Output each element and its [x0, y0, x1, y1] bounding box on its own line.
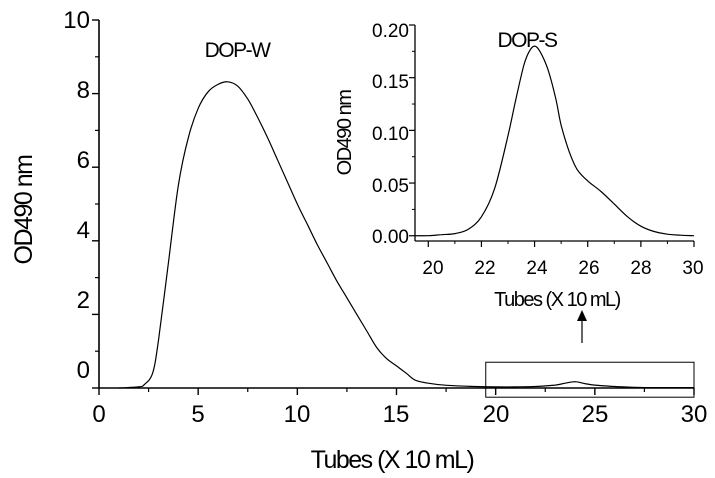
main-y-axis-label: OD490 nm [10, 155, 38, 265]
inset-y-tick-label: 0.15 [372, 72, 409, 93]
inset-x-tick-label: 20 [422, 258, 443, 279]
main-x-tick-label: 0 [92, 401, 105, 428]
inset-plot: DOP-S 20 22 24 26 28 30 0.00 0.05 0.10 0… [334, 21, 704, 311]
inset-y-tick-label: 0.20 [372, 21, 409, 42]
inset-ticks [409, 24, 695, 247]
inset-y-tick-label: 0.05 [372, 176, 409, 197]
main-x-tick-label: 10 [284, 401, 311, 428]
main-series-line [118, 81, 694, 389]
inset-y-tick-label: 0.10 [372, 124, 409, 145]
main-y-tick-label: 4 [77, 217, 90, 244]
main-y-tick-label: 8 [77, 77, 90, 104]
main-y-tick-label: 10 [63, 7, 90, 34]
inset-x-axis-label: Tubes (X 10 mL) [494, 289, 621, 311]
main-x-axis-label: Tubes (X 10 mL) [311, 446, 474, 474]
main-y-tick-label: 2 [77, 287, 90, 314]
main-plot: DOP-W 0 5 10 15 20 25 30 0 2 4 6 8 10 Tu… [10, 7, 707, 474]
main-y-tick-label: 6 [77, 147, 90, 174]
main-x-tick-label: 15 [383, 401, 410, 428]
main-x-tick-label: 20 [483, 401, 510, 428]
inset-x-tick-label: 26 [578, 258, 599, 279]
main-x-tick-label: 25 [582, 401, 609, 428]
main-x-tick-label: 5 [191, 401, 204, 428]
main-peak-annotation: DOP-W [205, 39, 272, 62]
inset-x-tick-label: 28 [630, 258, 651, 279]
main-tick-labels: 0 5 10 15 20 25 30 0 2 4 6 8 10 [63, 7, 707, 428]
inset-y-tick-label: 0.00 [372, 227, 409, 248]
inset-x-tick-label: 24 [526, 258, 548, 279]
inset-tick-labels: 20 22 24 26 28 30 0.00 0.05 0.10 0.15 0.… [372, 21, 704, 279]
inset-pointer-arrow [577, 310, 587, 343]
inset-series-line [414, 45, 695, 237]
inset-peak-annotation: DOP-S [497, 29, 558, 52]
inset-x-tick-label: 22 [474, 258, 495, 279]
main-x-tick-label: 30 [681, 401, 708, 428]
main-y-tick-label: 0 [77, 357, 90, 384]
inset-highlight-box [485, 361, 695, 398]
inset-x-tick-label: 30 [682, 258, 703, 279]
inset-y-axis-label: OD490 nm [334, 90, 356, 176]
